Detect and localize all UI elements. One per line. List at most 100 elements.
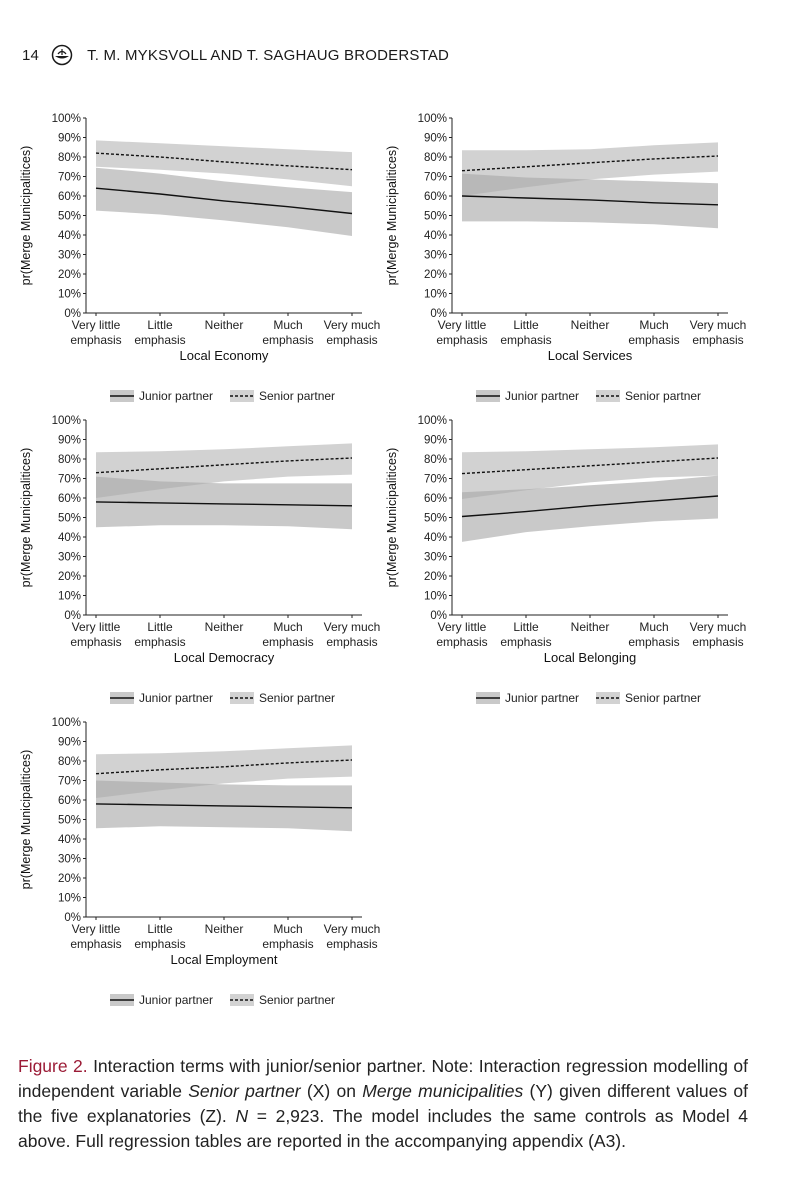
x-tick-label: emphasis xyxy=(436,333,487,347)
y-tick-label: 10% xyxy=(58,591,81,603)
y-tick-label: 70% xyxy=(424,474,447,486)
x-tick-label: Very little xyxy=(72,922,121,936)
x-tick-label: Much xyxy=(639,620,668,634)
junior-confidence-band xyxy=(96,476,352,530)
chart-legend: Junior partner Senior partner xyxy=(110,389,335,403)
y-tick-label: 10% xyxy=(58,289,81,301)
legend-label-junior: Junior partner xyxy=(505,691,579,705)
senior-confidence-band xyxy=(96,745,352,798)
chart-svg: 0% 10% 20% 30% 40% 50% 60% 70% 80% 90% 100% Very li… xyxy=(19,415,381,705)
x-tick-label: emphasis xyxy=(628,635,679,649)
y-tick-label: 30% xyxy=(58,854,81,866)
caption-emphasis: Merge municipalities xyxy=(362,1080,524,1101)
x-tick-label: Very little xyxy=(438,620,487,634)
y-tick-label: 90% xyxy=(58,435,81,447)
legend-label-senior: Senior partner xyxy=(259,691,335,705)
senior-confidence-band xyxy=(462,444,718,499)
y-tick-label: 50% xyxy=(58,815,81,827)
y-tick-label: 30% xyxy=(58,552,81,564)
y-axis-title: pr(Merge Municipalitices) xyxy=(385,448,399,588)
x-tick-label: Very much xyxy=(690,318,747,332)
y-tick-label: 90% xyxy=(424,435,447,447)
caption-emphasis: N xyxy=(235,1105,249,1126)
x-tick-label: Little xyxy=(513,318,539,332)
y-tick-label: 50% xyxy=(58,211,81,223)
legend-label-senior: Senior partner xyxy=(259,389,335,403)
senior-partner-line xyxy=(95,759,353,775)
x-tick-label: Neither xyxy=(205,318,244,332)
y-tick-label: 90% xyxy=(58,133,81,145)
chart-svg: 0% 10% 20% 30% 40% 50% 60% 70% 80% 90% 100% Very li… xyxy=(385,415,746,705)
chart-legend: Junior partner Senior partner xyxy=(476,691,701,705)
y-tick-label: 80% xyxy=(424,152,447,164)
y-tick-label: 0% xyxy=(64,912,81,924)
chart-panel-local-services: 0% 10% 20% 30% 40% 50% 60% 70% 80% 90% 100% Very li… xyxy=(374,108,754,408)
x-tick-label: emphasis xyxy=(70,333,121,347)
x-axis-title: Local Services xyxy=(548,348,633,363)
figure-caption: Figure 2. Interaction terms with junior/… xyxy=(18,1054,748,1154)
senior-confidence-band xyxy=(96,443,352,498)
x-tick-label: emphasis xyxy=(262,937,313,951)
y-tick-label: 30% xyxy=(424,250,447,262)
senior-partner-line xyxy=(461,155,719,172)
y-tick-label: 70% xyxy=(58,776,81,788)
x-tick-label: Very much xyxy=(324,620,381,634)
y-tick-label: 100% xyxy=(52,415,81,427)
y-tick-label: 60% xyxy=(58,493,81,505)
running-header-authors: T. M. MYKSVOLL AND T. SAGHAUG BRODERSTAD xyxy=(87,46,450,64)
x-tick-label: Neither xyxy=(571,620,610,634)
y-tick-label: 40% xyxy=(424,230,447,242)
running-header: 14 T. M. MYKSVOLL AND T. SAGHAUG BRODERS… xyxy=(22,44,449,66)
y-tick-label: 80% xyxy=(58,756,81,768)
y-tick-label: 100% xyxy=(52,717,81,729)
y-tick-label: 80% xyxy=(424,454,447,466)
legend-label-senior: Senior partner xyxy=(259,993,335,1007)
junior-partner-line xyxy=(461,495,719,518)
x-tick-label: Much xyxy=(273,922,302,936)
y-tick-label: 70% xyxy=(58,172,81,184)
y-tick-label: 60% xyxy=(424,191,447,203)
y-tick-label: 100% xyxy=(52,113,81,125)
y-tick-label: 80% xyxy=(58,454,81,466)
y-tick-label: 20% xyxy=(424,571,447,583)
x-tick-label: Neither xyxy=(571,318,610,332)
y-tick-label: 50% xyxy=(58,513,81,525)
y-tick-label: 0% xyxy=(64,308,81,320)
y-tick-label: 60% xyxy=(58,795,81,807)
y-tick-label: 40% xyxy=(424,532,447,544)
y-tick-label: 40% xyxy=(58,532,81,544)
x-tick-label: Very little xyxy=(72,318,121,332)
caption-text: (Y) given different values of the five e… xyxy=(18,1080,748,1126)
legend-label-junior: Junior partner xyxy=(139,691,213,705)
page-number: 14 xyxy=(22,46,40,64)
senior-confidence-band xyxy=(96,140,352,187)
x-tick-label: Much xyxy=(639,318,668,332)
chart-panel-local-economy: 0% 10% 20% 30% 40% 50% 60% 70% 80% 90% 100% Very li… xyxy=(8,108,388,408)
legend-label-junior: Junior partner xyxy=(505,389,579,403)
chart-panel-local-employment: 0% 10% 20% 30% 40% 50% 60% 70% 80% 90% 100% Very li… xyxy=(8,712,388,1012)
x-tick-label: Very little xyxy=(72,620,121,634)
chart-legend: Junior partner Senior partner xyxy=(476,389,701,403)
x-tick-label: emphasis xyxy=(628,333,679,347)
y-tick-label: 100% xyxy=(418,415,447,427)
junior-confidence-band xyxy=(96,167,352,236)
x-axis-title: Local Economy xyxy=(180,348,269,363)
x-tick-label: emphasis xyxy=(692,635,743,649)
chart-svg: 0% 10% 20% 30% 40% 50% 60% 70% 80% 90% 100% Very li… xyxy=(19,717,380,1007)
x-tick-label: Neither xyxy=(205,620,244,634)
chart-legend: Junior partner Senior partner xyxy=(110,993,335,1007)
y-tick-label: 0% xyxy=(64,610,81,622)
x-tick-label: Neither xyxy=(205,922,244,936)
y-tick-label: 0% xyxy=(430,308,447,320)
senior-partner-line xyxy=(95,152,353,171)
y-axis-title: pr(Merge Municipalitices) xyxy=(19,750,33,890)
x-tick-label: emphasis xyxy=(436,635,487,649)
y-axis-title: pr(Merge Municipalitices) xyxy=(19,448,33,588)
y-axis-title: pr(Merge Municipalitices) xyxy=(385,146,399,286)
x-tick-label: emphasis xyxy=(500,635,551,649)
x-tick-label: Little xyxy=(513,620,539,634)
x-tick-label: emphasis xyxy=(134,333,185,347)
y-tick-label: 70% xyxy=(424,172,447,184)
legend-label-senior: Senior partner xyxy=(625,691,701,705)
junior-partner-line xyxy=(95,187,353,215)
